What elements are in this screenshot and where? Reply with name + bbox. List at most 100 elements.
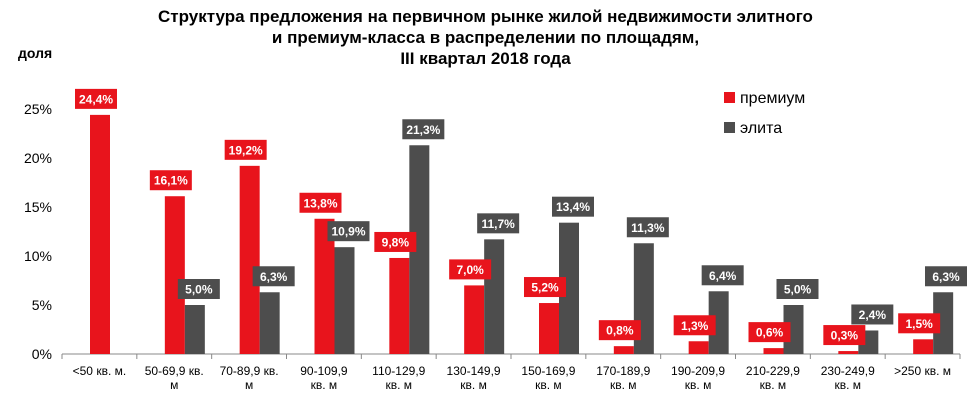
data-label-premium-bg (898, 313, 941, 334)
data-label-elite: 6,3% (932, 270, 960, 284)
data-label-premium: 1,5% (905, 317, 933, 331)
data-label-premium-bg (524, 277, 566, 298)
x-tick-label: 70-89,9 кв. (220, 364, 279, 378)
data-label-elite-bg (701, 265, 744, 286)
bar-premium (239, 165, 260, 354)
x-tick-label: кв. м (685, 378, 712, 392)
x-tick-label: 190-209,9 (671, 364, 725, 378)
chart-title-line-1: Структура предложения на первичном рынке… (158, 7, 813, 26)
data-label-elite: 2,4% (859, 308, 887, 322)
y-axis-label: доля (18, 45, 53, 61)
legend-swatch-premium (724, 92, 735, 103)
bar-premium (838, 351, 859, 354)
data-label-elite: 6,4% (709, 269, 737, 283)
bar-premium (389, 257, 410, 354)
bar-elite (708, 291, 729, 354)
x-tick-label: >250 кв. м (894, 364, 951, 378)
data-label-elite: 11,7% (481, 217, 515, 231)
bar-premium (164, 196, 185, 354)
x-tick-label: м (170, 378, 178, 392)
data-label-premium: 16,1% (154, 174, 188, 188)
bar-premium (688, 341, 709, 354)
data-label-premium: 24,4% (79, 92, 113, 106)
x-tick-label: 230-249,9 (821, 364, 875, 378)
legend-label-elite: элита (740, 120, 782, 137)
x-tick-label: <50 кв. м. (73, 364, 127, 378)
bar-elite (184, 305, 205, 354)
x-tick-label: 210-229,9 (746, 364, 800, 378)
x-tick-label: 130-149,9 (447, 364, 501, 378)
y-tick-label: 25% (24, 101, 52, 117)
data-label-elite-bg (177, 279, 220, 299)
data-label-elite: 5,0% (185, 283, 213, 297)
x-tick-label: кв. м (834, 378, 861, 392)
bar-premium (613, 346, 634, 354)
bar-elite (334, 247, 355, 354)
x-tick-label: 50-69,9 кв. (145, 364, 204, 378)
data-label-premium: 0,3% (831, 329, 859, 343)
x-tick-label: 150-169,9 (521, 364, 575, 378)
data-label-elite-bg (252, 266, 295, 287)
legend-label-premium: премиум (740, 90, 805, 107)
x-tick-label: кв. м (311, 378, 338, 392)
y-tick-label: 10% (24, 248, 52, 264)
bar-elite (259, 292, 280, 354)
chart-title-line-3: III квартал 2018 года (400, 49, 571, 68)
x-tick-label: м (245, 378, 253, 392)
x-tick-label: 110-129,9 (372, 364, 425, 378)
bar-premium (763, 348, 784, 354)
data-label-elite-bg (925, 266, 967, 287)
y-tick-label: 15% (24, 199, 52, 215)
data-label-elite: 11,3% (631, 221, 665, 235)
data-label-premium: 19,2% (229, 143, 263, 157)
bar-premium (464, 285, 485, 354)
data-label-premium-bg (449, 259, 492, 280)
data-label-elite-bg (776, 279, 819, 299)
data-label-elite-bg (552, 196, 594, 217)
bar-premium (539, 303, 559, 354)
data-label-premium: 13,8% (303, 196, 337, 210)
data-label-premium-bg (224, 139, 267, 160)
data-label-elite: 10,9% (331, 225, 365, 239)
data-label-elite-bg (327, 221, 370, 242)
bar-elite (409, 145, 430, 354)
data-label-premium-bg (673, 315, 716, 336)
data-label-elite: 6,3% (260, 270, 288, 284)
bar-elite (484, 239, 505, 354)
bar-premium (90, 114, 110, 354)
x-tick-label: кв. м (535, 378, 562, 392)
data-label-premium-bg (748, 322, 791, 343)
x-tick-label: кв. м (610, 378, 637, 392)
data-label-premium-bg (299, 192, 342, 213)
chart-title-line-2: и премиум-класса в распределении по площ… (271, 28, 700, 47)
data-label-elite: 13,4% (556, 200, 590, 214)
data-label-premium: 1,3% (681, 319, 709, 333)
chart-title: Структура предложения на первичном рынке… (0, 6, 971, 69)
data-label-premium-bg (374, 231, 417, 252)
legend-swatch-elite (724, 122, 735, 133)
y-tick-label: 5% (32, 297, 52, 313)
data-label-premium-bg (75, 88, 117, 109)
data-label-premium-bg (149, 170, 192, 191)
bar-premium (314, 218, 335, 354)
x-tick-label: 170-189,9 (596, 364, 650, 378)
y-tick-label: 20% (24, 150, 52, 166)
data-label-premium: 0,6% (756, 326, 784, 340)
y-tick-label: 0% (32, 346, 52, 362)
bar-premium (913, 339, 934, 354)
data-label-elite-bg (402, 119, 445, 140)
data-label-elite-bg (477, 213, 520, 234)
data-label-premium: 5,2% (531, 281, 559, 295)
x-tick-label: кв. м (760, 378, 787, 392)
bar-elite (933, 292, 954, 354)
data-label-premium: 7,0% (456, 263, 484, 277)
x-tick-label: кв. м (385, 378, 412, 392)
data-label-elite: 21,3% (406, 123, 440, 137)
data-label-premium-bg (598, 320, 641, 341)
bar-elite (559, 222, 579, 354)
data-label-premium: 0,8% (606, 324, 634, 338)
data-label-elite-bg (851, 304, 894, 325)
x-tick-label: кв. м (460, 378, 487, 392)
data-label-elite: 5,0% (784, 283, 812, 297)
